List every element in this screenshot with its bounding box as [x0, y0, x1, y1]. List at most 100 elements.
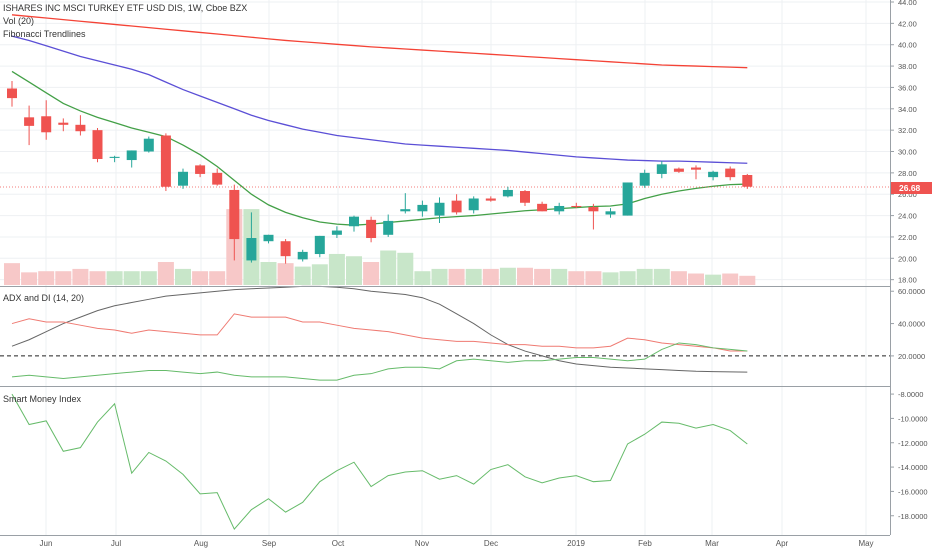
smi-axis-label: -10.0000: [898, 414, 928, 423]
candle-body: [143, 138, 154, 152]
volume-bar: [123, 271, 140, 285]
time-axis-label: Sep: [262, 539, 277, 548]
volume-bar: [431, 268, 448, 285]
smi-axis-label: -8.0000: [898, 390, 923, 399]
time-axis-label: Feb: [638, 539, 652, 548]
price-axis-label: 38.00: [898, 62, 917, 71]
volume-bar: [517, 267, 533, 285]
volume-bar: [705, 274, 722, 285]
candle-body: [537, 203, 548, 212]
time-axis-label: Apr: [776, 539, 789, 548]
di-plus-line: [11, 342, 748, 381]
candle-body: [742, 175, 753, 187]
candle-body: [178, 171, 188, 186]
candle-body: [75, 124, 86, 132]
volume-bar: [482, 268, 499, 285]
smi-axis-label: -16.0000: [898, 487, 928, 496]
moving-average-red-line: [11, 14, 748, 69]
time-axis-label: Jul: [111, 539, 121, 548]
candle-body: [212, 172, 223, 185]
candle-body: [588, 207, 599, 212]
candle-body: [673, 168, 684, 172]
volume-bar: [140, 271, 157, 285]
price-axis-label: 34.00: [898, 105, 917, 114]
candle-body: [605, 211, 616, 215]
candle-body: [41, 116, 52, 133]
volume-bar: [534, 268, 551, 285]
adx-axis-label: 20.0000: [898, 352, 925, 361]
volume-bar: [175, 268, 191, 285]
volume-bar: [260, 262, 277, 285]
time-axis-label: May: [858, 539, 873, 548]
volume-bar: [311, 264, 328, 285]
chart-title: ISHARES INC MSCI TURKEY ETF USD DIS, 1W,…: [3, 3, 247, 13]
price-axis-label: 22.00: [898, 233, 917, 242]
volume-bar: [499, 267, 516, 285]
price-axis-label: 20.00: [898, 254, 917, 263]
candle-body: [331, 230, 342, 235]
time-axis-label: Nov: [415, 539, 429, 548]
candle-body: [229, 189, 240, 240]
volume-bar: [653, 268, 670, 285]
volume-bar: [106, 271, 123, 285]
di-minus-line: [11, 313, 748, 352]
volume-bar: [414, 271, 431, 285]
volume-bar: [346, 256, 362, 285]
volume-bar: [602, 272, 619, 285]
adx-pane-title: ADX and DI (14, 20): [3, 293, 84, 303]
volume-bar: [739, 275, 756, 285]
candle-body: [520, 191, 530, 203]
candle-body: [280, 241, 291, 257]
smart-money-index-line: [11, 393, 748, 531]
candle-layer: [7, 81, 753, 264]
candle-body: [417, 204, 428, 212]
time-axis-label: Mar: [705, 539, 719, 548]
last-price-tag-text: 26.68: [899, 183, 921, 193]
candle-body: [246, 238, 257, 261]
time-axis-label: Oct: [332, 539, 345, 548]
price-axis-label: 32.00: [898, 126, 917, 135]
volume-bar: [380, 250, 397, 285]
price-axis-label: 42.00: [898, 19, 917, 28]
volume-bar: [585, 271, 602, 285]
candle-body: [7, 88, 17, 99]
volume-bar: [363, 262, 380, 285]
volume-bar: [568, 271, 585, 285]
candle-body: [383, 220, 394, 235]
candle-body: [24, 117, 35, 126]
grid-layer: [0, 0, 890, 535]
volume-bar: [465, 268, 482, 285]
adx-layer: [0, 285, 890, 381]
adx-axis-label: 60.0000: [898, 287, 925, 296]
volume-bar: [38, 271, 55, 285]
smi-axis-label: -14.0000: [898, 463, 928, 472]
price-axis-label: 28.00: [898, 169, 917, 178]
candle-body: [58, 122, 69, 125]
volume-bar: [619, 271, 636, 285]
time-axis-label: Aug: [194, 539, 208, 548]
smi-layer: [11, 393, 748, 531]
candle-body: [571, 205, 582, 208]
adx-axis-label: 40.0000: [898, 320, 925, 329]
volume-bar: [328, 253, 345, 285]
time-axis-label: 2019: [567, 539, 585, 548]
volume-bar: [72, 268, 89, 285]
time-axis-label: Dec: [484, 539, 498, 548]
candle-body: [195, 165, 206, 174]
fibonacci-label: Fibonacci Trendlines: [3, 29, 86, 39]
price-axis-label: 44.00: [898, 0, 917, 7]
volume-bar: [688, 273, 704, 285]
candle-body: [126, 150, 137, 161]
volume-bar: [4, 263, 20, 285]
smi-axis-label: -18.0000: [898, 512, 928, 521]
price-axis-label: 40.00: [898, 41, 917, 50]
volume-layer: [4, 209, 756, 285]
candle-body: [263, 234, 274, 242]
candle-body: [160, 135, 171, 187]
candle-body: [92, 130, 103, 159]
volume-label: Vol (20): [3, 16, 34, 26]
volume-bar: [55, 271, 72, 285]
candle-body: [468, 198, 479, 211]
smi-axis-label: -12.0000: [898, 439, 928, 448]
